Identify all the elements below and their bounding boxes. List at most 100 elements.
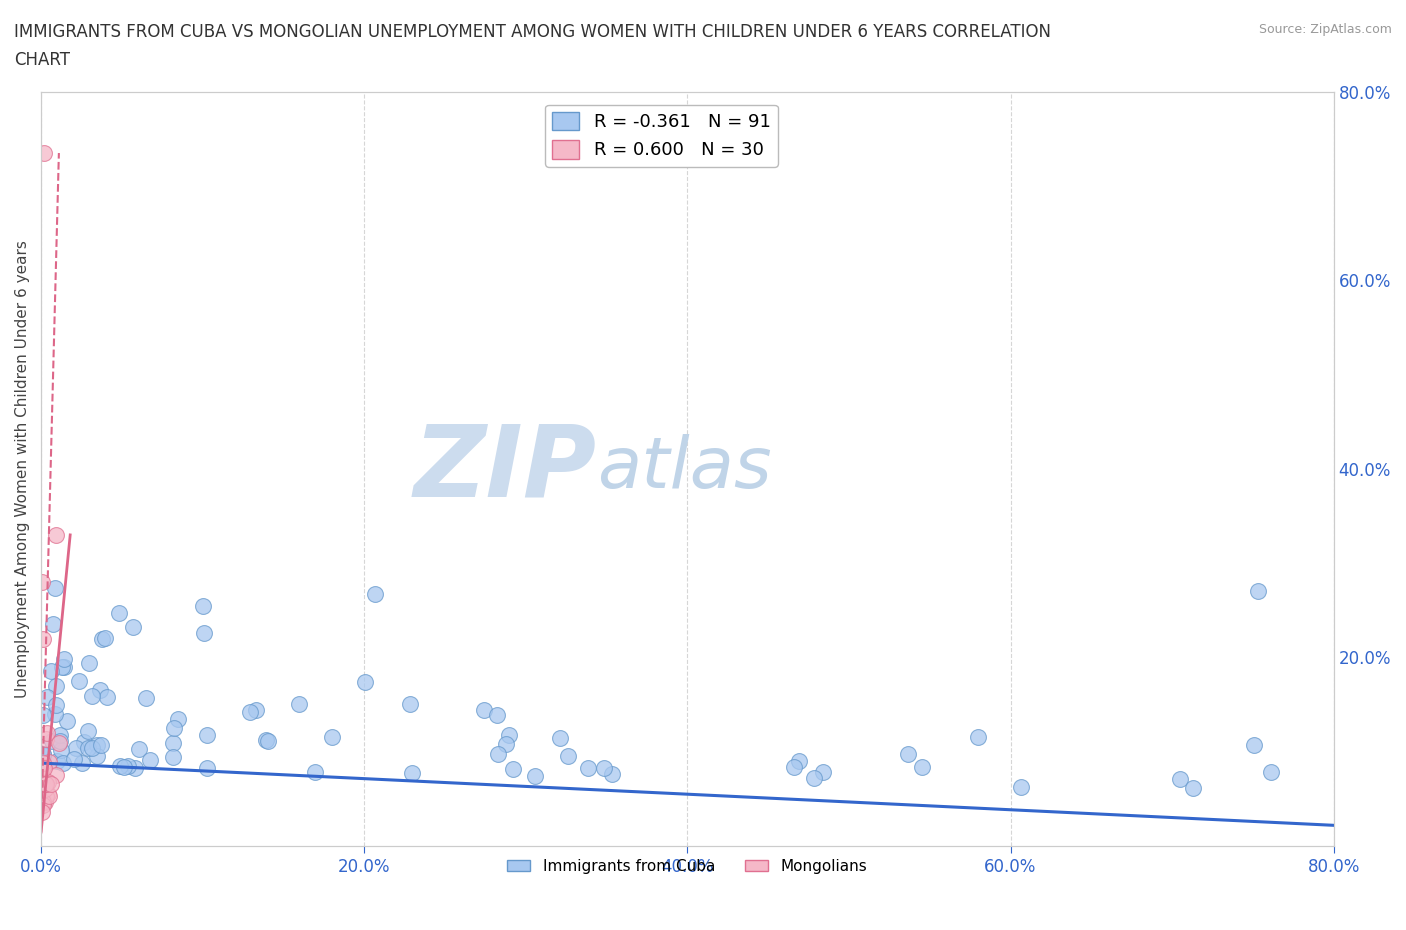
Point xyxy=(37,787,59,802)
Point xyxy=(135,691,157,706)
Point xyxy=(51,659,73,674)
Point xyxy=(353,674,375,689)
Point xyxy=(31,755,53,770)
Point xyxy=(128,742,150,757)
Point xyxy=(524,768,547,783)
Point xyxy=(1010,780,1032,795)
Point xyxy=(77,741,100,756)
Point xyxy=(67,673,90,688)
Point xyxy=(364,587,387,602)
Point xyxy=(65,740,87,755)
Point xyxy=(1243,737,1265,752)
Point xyxy=(1168,772,1191,787)
Point xyxy=(257,734,280,749)
Point xyxy=(32,798,55,813)
Point xyxy=(31,790,53,804)
Point xyxy=(42,617,65,631)
Point xyxy=(138,752,160,767)
Text: IMMIGRANTS FROM CUBA VS MONGOLIAN UNEMPLOYMENT AMONG WOMEN WITH CHILDREN UNDER 6: IMMIGRANTS FROM CUBA VS MONGOLIAN UNEMPL… xyxy=(14,23,1052,41)
Point xyxy=(52,659,75,674)
Point xyxy=(35,690,58,705)
Point xyxy=(45,698,67,712)
Point xyxy=(162,750,184,764)
Point xyxy=(34,781,56,796)
Point xyxy=(121,619,143,634)
Point xyxy=(31,777,53,791)
Point xyxy=(77,656,100,671)
Point xyxy=(401,765,423,780)
Point xyxy=(90,737,112,752)
Legend: Immigrants from Cuba, Mongolians: Immigrants from Cuba, Mongolians xyxy=(502,853,873,880)
Point xyxy=(32,146,55,161)
Point xyxy=(35,732,58,747)
Text: CHART: CHART xyxy=(14,51,70,69)
Point xyxy=(548,730,571,745)
Point xyxy=(576,761,599,776)
Point xyxy=(45,679,67,694)
Point xyxy=(49,734,72,749)
Point xyxy=(38,754,60,769)
Point xyxy=(254,732,277,747)
Point xyxy=(38,789,60,804)
Point xyxy=(238,705,260,720)
Y-axis label: Unemployment Among Women with Children Under 6 years: Unemployment Among Women with Children U… xyxy=(15,240,30,698)
Point xyxy=(32,760,55,775)
Point xyxy=(897,747,920,762)
Text: ZIP: ZIP xyxy=(413,420,598,517)
Point xyxy=(803,770,825,785)
Point xyxy=(44,580,66,595)
Point xyxy=(195,728,218,743)
Point xyxy=(31,748,53,763)
Point xyxy=(35,726,58,741)
Point xyxy=(94,631,117,645)
Point xyxy=(787,753,810,768)
Point xyxy=(52,755,75,770)
Point xyxy=(41,733,63,748)
Point xyxy=(77,724,100,738)
Point xyxy=(39,664,62,679)
Point xyxy=(45,767,67,782)
Point xyxy=(162,735,184,750)
Point xyxy=(73,735,96,750)
Point xyxy=(82,688,104,703)
Point xyxy=(31,769,53,784)
Point xyxy=(35,777,58,791)
Point xyxy=(31,805,53,820)
Point xyxy=(167,711,190,726)
Point xyxy=(31,776,53,790)
Point xyxy=(245,703,267,718)
Point xyxy=(1181,780,1204,795)
Text: atlas: atlas xyxy=(598,434,772,503)
Point xyxy=(32,793,55,808)
Point xyxy=(34,779,56,794)
Point xyxy=(31,707,53,722)
Point xyxy=(48,735,70,750)
Point xyxy=(967,730,990,745)
Point xyxy=(486,707,509,722)
Point xyxy=(321,730,343,745)
Point xyxy=(1246,584,1268,599)
Point xyxy=(82,741,104,756)
Point xyxy=(399,697,422,711)
Text: Source: ZipAtlas.com: Source: ZipAtlas.com xyxy=(1258,23,1392,36)
Point xyxy=(910,759,932,774)
Point xyxy=(811,764,834,779)
Point xyxy=(193,598,215,613)
Point xyxy=(108,605,131,620)
Point xyxy=(112,760,135,775)
Point xyxy=(495,737,517,751)
Point xyxy=(91,631,114,646)
Point xyxy=(288,697,311,711)
Point xyxy=(44,707,66,722)
Point xyxy=(52,651,75,666)
Point xyxy=(486,747,509,762)
Point xyxy=(32,631,55,646)
Point xyxy=(89,683,111,698)
Point xyxy=(34,777,56,791)
Point xyxy=(31,756,53,771)
Point xyxy=(46,754,69,769)
Point xyxy=(474,702,496,717)
Point xyxy=(498,728,520,743)
Point xyxy=(783,759,806,774)
Point xyxy=(304,764,326,779)
